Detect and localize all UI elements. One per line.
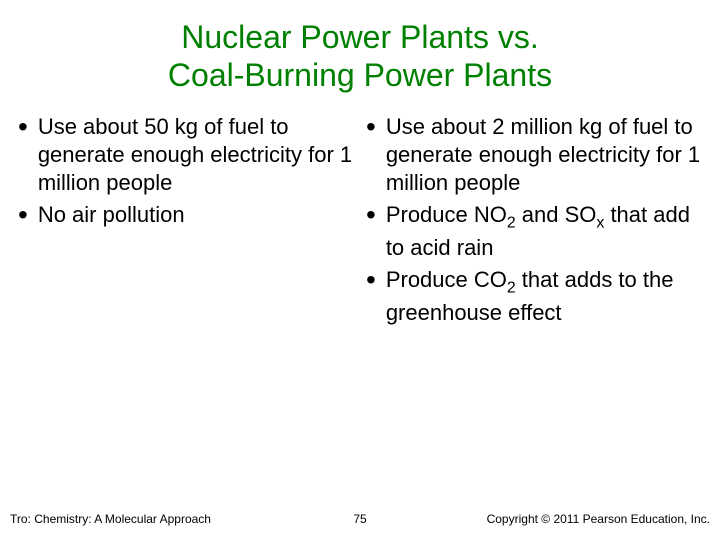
slide-footer: Tro: Chemistry: A Molecular Approach 75 … <box>0 512 720 526</box>
footer-copyright: Copyright © 2011 Pearson Education, Inc. <box>387 512 710 526</box>
bullet-dot-icon: • <box>366 207 376 224</box>
footer-source: Tro: Chemistry: A Molecular Approach <box>10 512 333 526</box>
bullet-dot-icon: • <box>18 207 28 224</box>
right-bullet-text: Use about 2 million kg of fuel to genera… <box>386 113 702 197</box>
right-bullet-item: • Produce CO2 that adds to the greenhouse… <box>366 266 702 327</box>
left-column: • Use about 50 kg of fuel to generate eno… <box>18 113 354 331</box>
bullet-dot-icon: • <box>366 272 376 289</box>
slide-title: Nuclear Power Plants vs. Coal-Burning Po… <box>0 0 720 105</box>
content-columns: • Use about 50 kg of fuel to generate eno… <box>0 105 720 331</box>
left-bullet-item: • No air pollution <box>18 201 354 229</box>
right-bullet-item: • Produce NO2 and SOx that add to acid ra… <box>366 201 702 262</box>
left-bullet-item: • Use about 50 kg of fuel to generate eno… <box>18 113 354 197</box>
left-bullet-text: Use about 50 kg of fuel to generate enou… <box>38 113 354 197</box>
title-line-1: Nuclear Power Plants vs. <box>181 19 538 55</box>
title-line-2: Coal-Burning Power Plants <box>168 57 552 93</box>
bullet-dot-icon: • <box>366 119 376 136</box>
left-bullet-text: No air pollution <box>38 201 185 229</box>
right-bullet-text: Produce CO2 that adds to the greenhouse … <box>386 266 702 327</box>
bullet-dot-icon: • <box>18 119 28 136</box>
right-column: • Use about 2 million kg of fuel to gener… <box>366 113 702 331</box>
footer-page-number: 75 <box>333 512 386 526</box>
right-bullet-item: • Use about 2 million kg of fuel to gener… <box>366 113 702 197</box>
right-bullet-text: Produce NO2 and SOx that add to acid rai… <box>386 201 702 262</box>
